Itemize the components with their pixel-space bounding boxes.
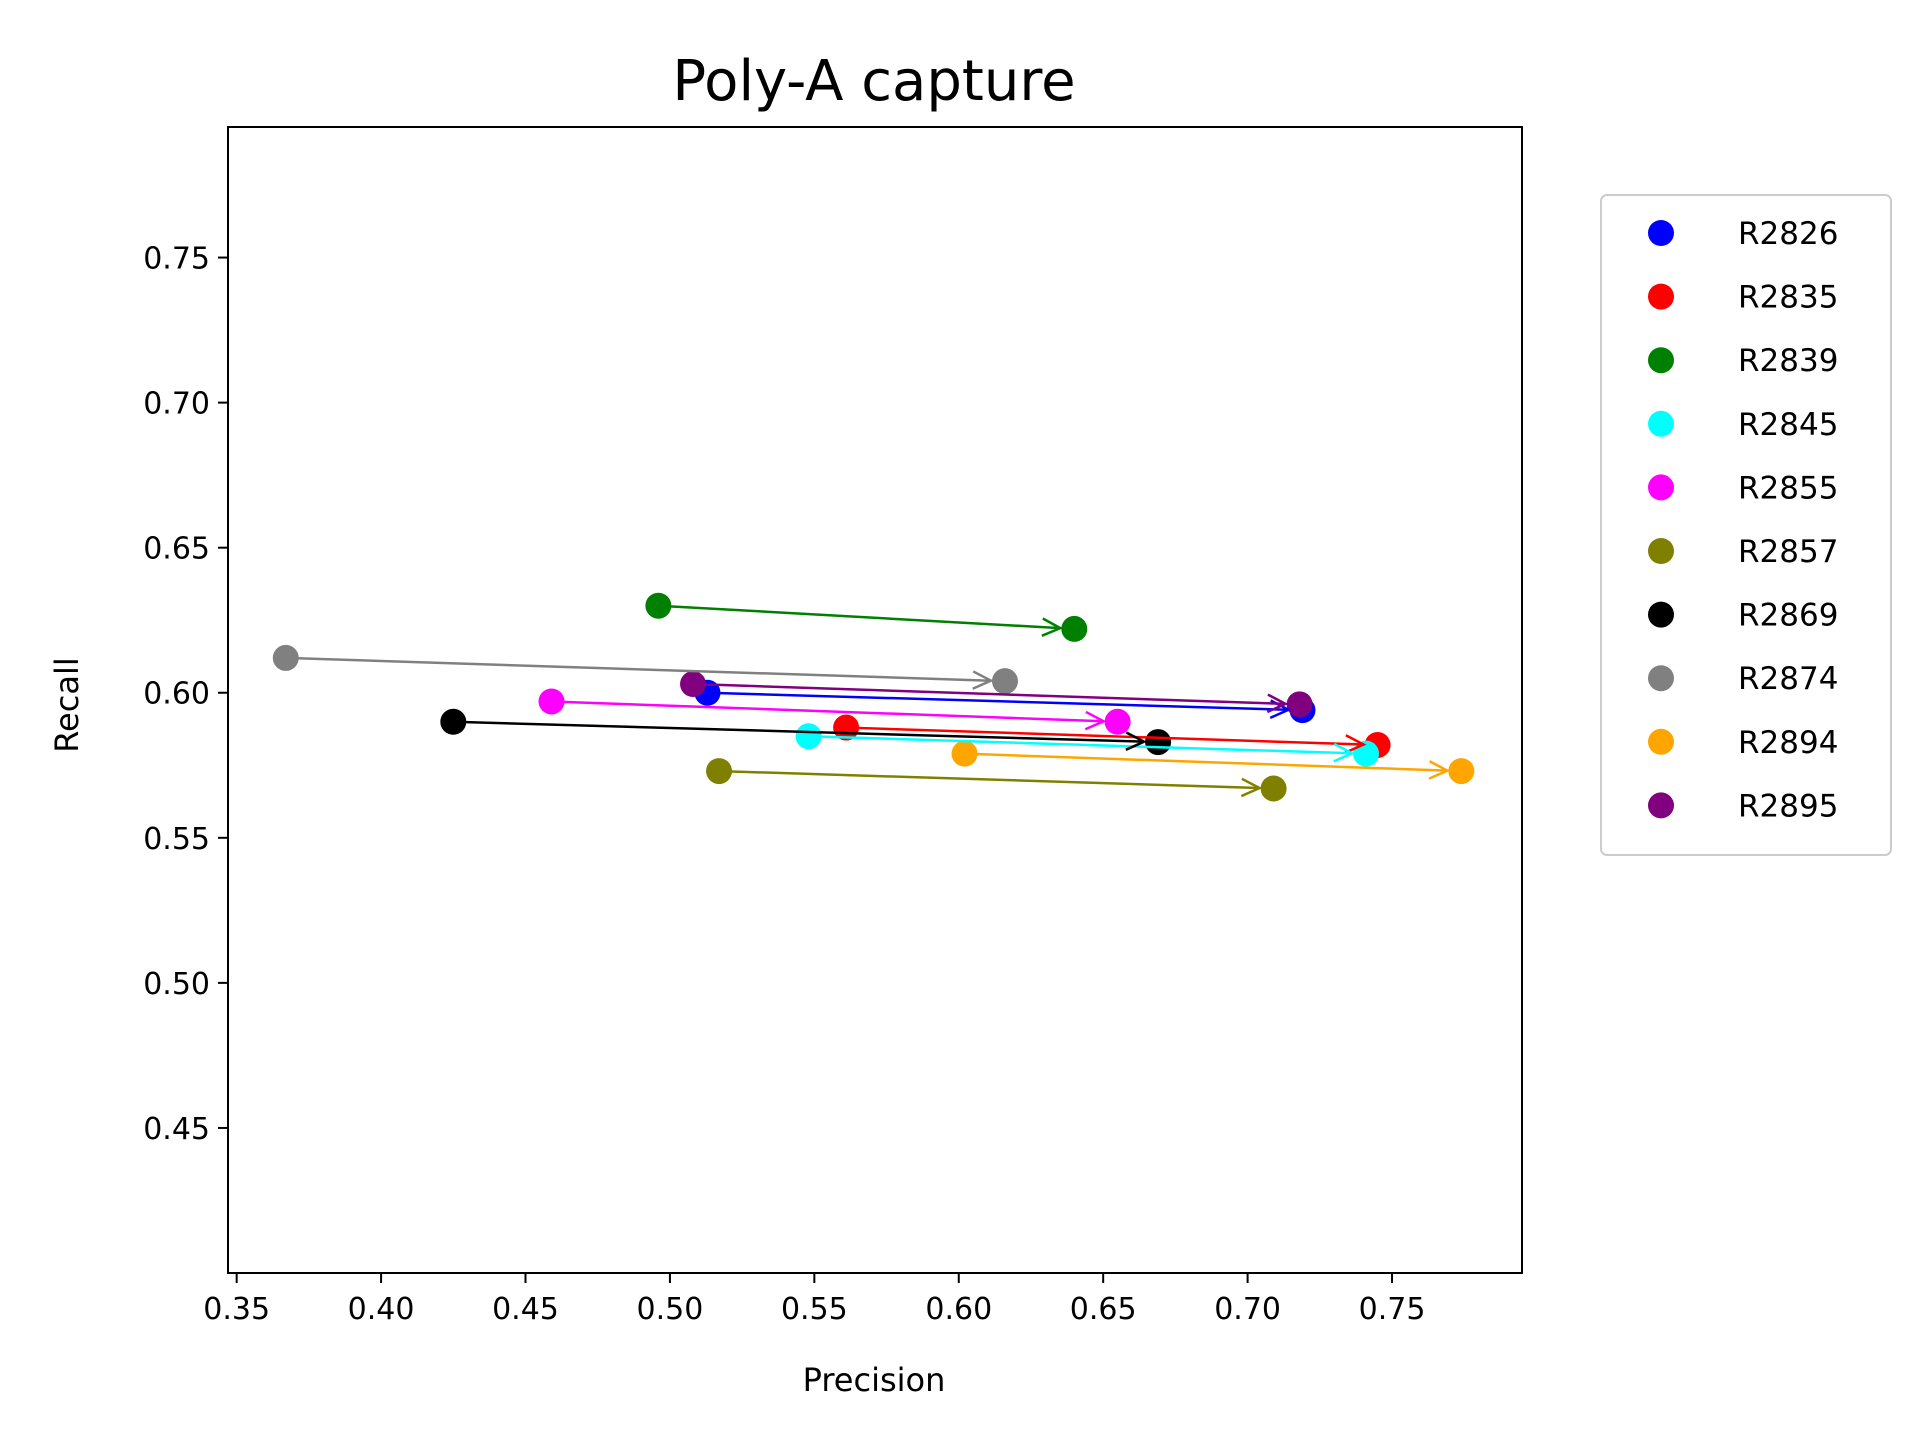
- arrow-shaft: [658, 604, 1061, 630]
- plot-area: [272, 592, 1475, 802]
- arrow-R2835: [846, 726, 1367, 754]
- arrow-R2869: [453, 720, 1147, 751]
- arrow-R2845: [808, 735, 1355, 763]
- arrow-shaft: [453, 720, 1145, 743]
- legend-label: R2845: [1738, 407, 1838, 443]
- x-tick-label: 0.40: [348, 1292, 415, 1327]
- legend-label: R2857: [1738, 534, 1838, 570]
- arrow-R2826: [707, 691, 1292, 720]
- arrow-R2839: [658, 604, 1064, 637]
- x-tick-label: 0.35: [203, 1292, 270, 1327]
- legend-item: R2826: [1648, 216, 1838, 252]
- data-point: [1286, 691, 1313, 718]
- arrow-head: [1240, 777, 1263, 798]
- legend-marker: [1648, 283, 1674, 310]
- data-point: [1260, 775, 1287, 802]
- legend-marker: [1648, 538, 1674, 564]
- y-axis-label: Recall: [48, 657, 86, 752]
- arrow-head: [1333, 742, 1355, 763]
- legend-marker: [1648, 728, 1674, 755]
- x-tick-label: 0.70: [1214, 1292, 1281, 1327]
- arrow-head: [1084, 710, 1107, 731]
- data-point: [1104, 708, 1131, 735]
- arrow-head: [1125, 731, 1147, 751]
- x-axis-label: Precision: [803, 1361, 946, 1399]
- legend-label: R2835: [1738, 280, 1838, 316]
- legend-item: R2874: [1648, 661, 1838, 697]
- y-tick-label: 0.70: [143, 387, 210, 422]
- legend-item: R2835: [1648, 280, 1838, 316]
- legend-marker: [1648, 601, 1674, 628]
- x-tick-label: 0.60: [925, 1292, 992, 1327]
- legend-label: R2826: [1738, 216, 1838, 252]
- y-tick-label: 0.65: [143, 532, 210, 567]
- x-tick-label: 0.50: [637, 1292, 704, 1327]
- arrow-shaft: [808, 735, 1353, 755]
- x-tick-label: 0.45: [492, 1292, 559, 1327]
- legend-item: R2895: [1648, 788, 1838, 824]
- arrow-R2895: [692, 682, 1289, 714]
- legend-item: R2869: [1648, 598, 1838, 634]
- legend-item: R2857: [1648, 534, 1838, 570]
- arrow-shaft: [846, 726, 1364, 746]
- legend-label: R2874: [1738, 661, 1838, 697]
- legend-label: R2855: [1738, 470, 1838, 506]
- arrow-shaft: [964, 752, 1448, 772]
- arrow-head: [1428, 760, 1451, 780]
- arrow-shaft: [707, 691, 1289, 711]
- legend-label: R2895: [1738, 788, 1838, 824]
- arrow-shaft: [692, 682, 1286, 706]
- data-point: [1448, 758, 1475, 785]
- arrow-shaft: [285, 656, 992, 682]
- arrow-head: [972, 670, 994, 690]
- arrow-R2894: [964, 752, 1451, 780]
- legend-marker: [1648, 220, 1674, 246]
- legend-marker: [1648, 410, 1674, 437]
- legend-marker: [1648, 792, 1674, 819]
- data-point: [991, 668, 1018, 695]
- arrow-shaft: [551, 700, 1104, 723]
- data-point: [1061, 615, 1088, 642]
- x-tick-label: 0.65: [1070, 1292, 1137, 1327]
- arrow-head: [1041, 617, 1064, 637]
- legend: R2826 R2835 R2839 R2845 R2855 R2857 R2869 R2874…: [1600, 194, 1892, 856]
- legend-marker: [1648, 347, 1674, 374]
- y-tick-label: 0.60: [143, 677, 210, 712]
- legend-item: R2894: [1648, 725, 1838, 761]
- legend-item: R2839: [1648, 343, 1838, 379]
- legend-marker: [1648, 665, 1674, 692]
- arrow-R2857: [718, 769, 1263, 798]
- legend-marker: [1648, 474, 1674, 501]
- arrow-head: [1266, 693, 1289, 714]
- arrow-shaft: [718, 769, 1260, 790]
- x-tick-label: 0.55: [781, 1292, 848, 1327]
- chart-title: Poly-A capture: [672, 49, 1075, 114]
- legend-item: R2855: [1648, 470, 1838, 506]
- legend-label: R2839: [1738, 343, 1838, 379]
- plot-frame: [227, 126, 1523, 1274]
- data-point: [1145, 729, 1172, 756]
- arrow-R2855: [551, 700, 1107, 731]
- x-tick-label: 0.75: [1359, 1292, 1426, 1327]
- arrow-head: [1344, 734, 1367, 754]
- y-tick-label: 0.45: [143, 1112, 210, 1147]
- y-tick-label: 0.55: [143, 822, 210, 857]
- y-tick-label: 0.75: [143, 242, 210, 277]
- arrow-R2874: [285, 656, 994, 690]
- y-axis: 0.45 0.50 0.55 0.60 0.65 0.70 0.75: [143, 242, 228, 1147]
- legend-label: R2869: [1738, 598, 1838, 634]
- legend-label: R2894: [1738, 725, 1838, 761]
- y-tick-label: 0.50: [143, 967, 210, 1002]
- legend-item: R2845: [1648, 407, 1838, 443]
- x-axis: 0.35 0.40 0.45 0.50 0.55 0.60 0.65 0.70 0.75: [203, 1273, 1425, 1327]
